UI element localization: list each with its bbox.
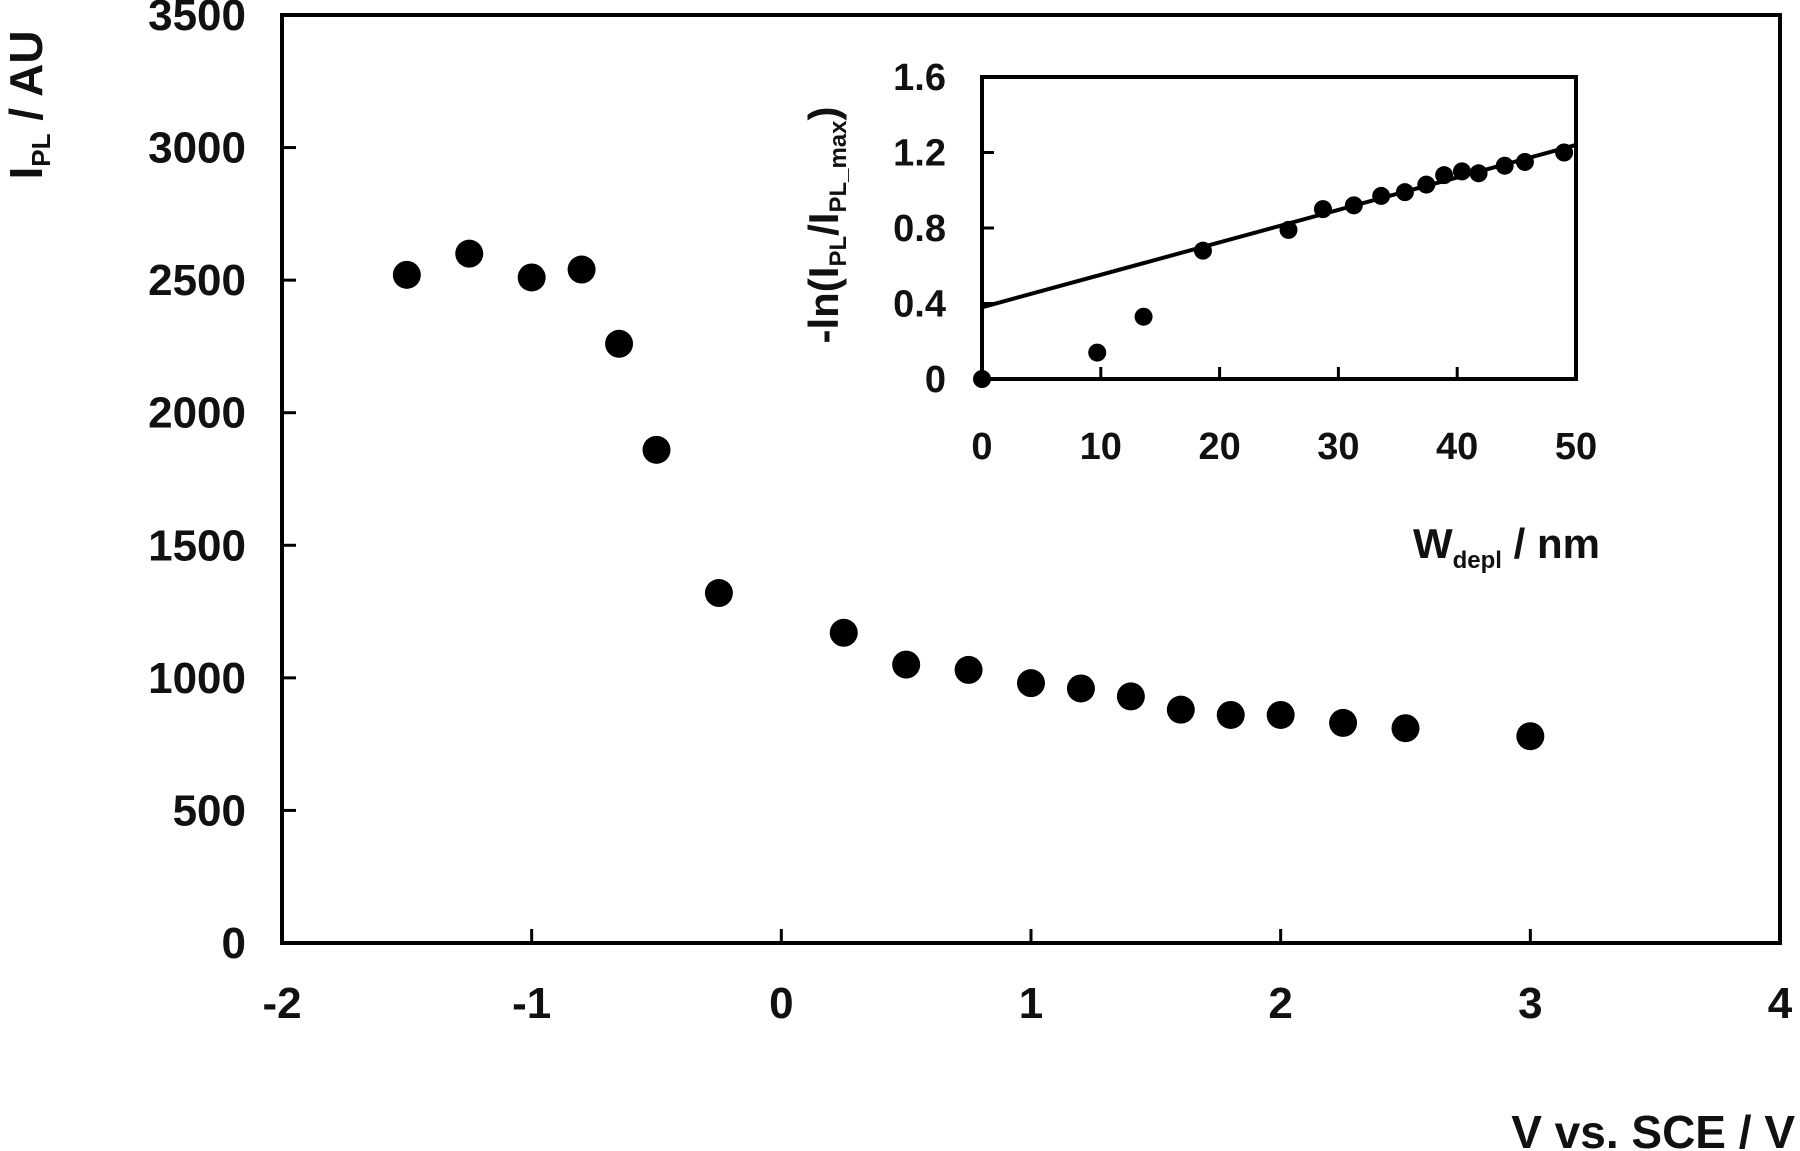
main-data-point	[829, 618, 858, 647]
main-data-point	[1329, 708, 1358, 737]
inset-data-point	[1134, 307, 1153, 326]
main-data-series	[392, 239, 1545, 751]
main-data-point	[954, 655, 983, 684]
inset-y-tick-label: 1.2	[893, 133, 946, 175]
inset-x-tick-label: 20	[1198, 426, 1240, 468]
main-axis-ticks	[280, 13, 1782, 945]
main-data-point	[1116, 682, 1145, 711]
main-x-tick-label: 2	[1268, 979, 1292, 1028]
main-x-tick-label: 4	[1768, 979, 1793, 1028]
main-data-point	[704, 579, 733, 608]
main-y-tick-label: 2500	[148, 256, 246, 305]
inset-data-point	[1469, 164, 1488, 183]
inset-y-tick-label: 1.6	[893, 57, 946, 99]
main-data-point	[1017, 669, 1045, 698]
inset-y-tick-label: 0	[925, 359, 946, 401]
inset-data-point	[1495, 156, 1514, 175]
inset-data-point	[1372, 186, 1391, 205]
inset-y-tick-label: 0.4	[893, 284, 946, 326]
main-y-tick-label: 0	[222, 919, 246, 968]
inset-data-point	[1395, 183, 1414, 202]
inset-data-series	[973, 143, 1574, 388]
main-data-point	[1066, 674, 1095, 703]
main-data-point	[517, 263, 546, 292]
inset-data-point	[1435, 166, 1454, 185]
main-y-tick-label: 500	[173, 786, 246, 835]
main-data-point	[1391, 714, 1420, 743]
main-y-tick-label: 1500	[148, 521, 246, 570]
inset-x-tick-label: 0	[971, 426, 992, 468]
main-x-tick-label: 1	[1019, 979, 1043, 1028]
main-data-point	[892, 650, 921, 679]
inset-data-point	[1417, 175, 1436, 194]
main-y-axis-label: IPL / AU	[0, 30, 56, 179]
inset-x-tick-label: 10	[1080, 426, 1122, 468]
main-data-point	[1516, 722, 1545, 751]
main-data-point	[1266, 700, 1295, 729]
inset-data-point	[973, 370, 991, 388]
main-data-point	[642, 435, 671, 464]
inset-data-point	[1555, 143, 1574, 162]
inset-data-point	[1313, 200, 1332, 219]
main-x-tick-label: -2	[262, 979, 301, 1028]
main-y-tick-label: 2000	[148, 389, 246, 438]
inset-data-point	[1515, 152, 1534, 171]
main-data-point	[1166, 695, 1195, 724]
main-data-point	[1216, 700, 1245, 729]
inset-x-tick-label: 40	[1436, 426, 1478, 468]
inset-x-tick-label: 50	[1555, 426, 1597, 468]
main-y-tick-label: 3000	[148, 124, 246, 173]
inset-data-point	[1193, 241, 1212, 260]
main-y-tick-label: 1000	[148, 654, 246, 703]
main-data-point	[567, 255, 596, 284]
main-data-point	[392, 260, 421, 289]
inset-y-axis-label: -ln(IPL/IPL_max)	[800, 106, 852, 343]
main-x-tick-label: -1	[512, 979, 551, 1028]
inset-data-point	[1452, 162, 1471, 181]
inset-tick-labels: 0 10 20 30 40 50 0 0.4 0.8 1.2 1.6	[893, 57, 1597, 468]
main-x-tick-label: 0	[769, 979, 793, 1028]
inset-data-point	[1088, 343, 1107, 362]
inset-x-axis-label: Wdepl / nm	[1413, 520, 1600, 574]
inset-data-point	[1279, 220, 1298, 239]
inset-data-point	[1344, 196, 1363, 215]
inset-y-tick-label: 0.8	[893, 208, 946, 250]
main-data-point	[605, 329, 634, 358]
main-data-point	[455, 239, 484, 268]
main-x-axis-label: V vs. SCE / V	[1511, 1106, 1795, 1151]
main-y-tick-label: 3500	[148, 0, 246, 40]
inset-x-tick-label: 30	[1317, 426, 1359, 468]
main-x-tick-label: 3	[1518, 979, 1542, 1028]
